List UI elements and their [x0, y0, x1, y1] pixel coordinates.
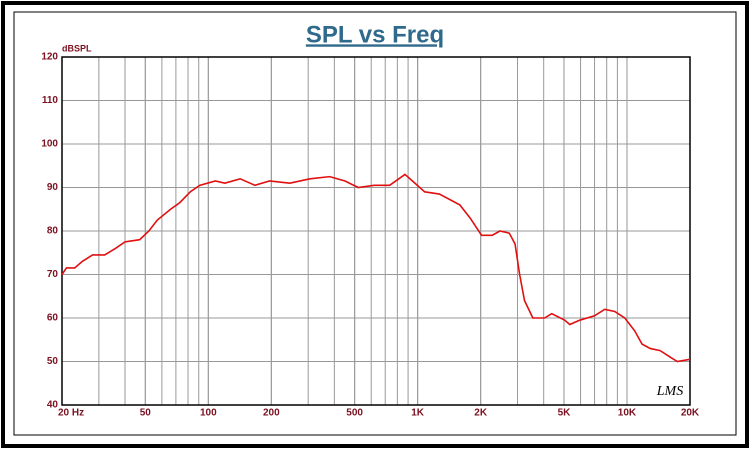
y-tick-label: 100 — [41, 139, 58, 150]
x-tick-label: 20K — [681, 408, 700, 419]
x-tick-label: 1K — [411, 408, 425, 419]
x-tick-label: 20 Hz — [58, 408, 84, 419]
x-tick-label: 500 — [346, 408, 363, 419]
inner-frame — [13, 11, 737, 436]
plot-border — [61, 56, 691, 406]
y-tick-label: 90 — [47, 182, 59, 193]
y-tick-label: 40 — [47, 400, 59, 411]
x-tick-label: 5K — [558, 408, 572, 419]
annotation: LMS — [656, 384, 683, 399]
y-tick-label: 50 — [47, 356, 59, 367]
series-line — [61, 173, 691, 363]
x-tick-label: 200 — [263, 408, 280, 419]
x-tick-label: 2K — [474, 408, 488, 419]
y-axis-label: dBSPL — [62, 43, 92, 53]
chart-title: SPL vs Freq — [306, 21, 444, 48]
y-tick-label: 120 — [41, 52, 58, 63]
y-tick-label: 60 — [47, 313, 59, 324]
y-tick-label: 110 — [42, 95, 59, 106]
x-tick-label: 100 — [200, 408, 217, 419]
y-tick-label: 70 — [47, 269, 59, 280]
y-tick-label: 80 — [47, 226, 59, 237]
x-tick-label: 50 — [140, 408, 152, 419]
x-tick-label: 10K — [618, 408, 637, 419]
